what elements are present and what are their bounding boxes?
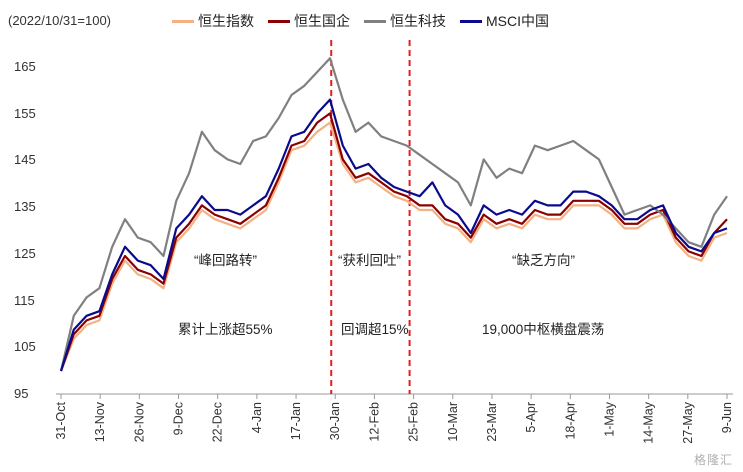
x-tick-label: 12-Feb — [367, 402, 381, 442]
x-tick-label: 10-Mar — [446, 402, 460, 442]
x-tick-label: 25-Feb — [407, 402, 421, 442]
x-tick-label: 14-May — [642, 401, 656, 443]
legend-item-hsi: 恒生指数 — [172, 11, 254, 31]
legend-label-hscei: 恒生国企 — [294, 13, 350, 29]
y-tick-label: 165 — [14, 59, 36, 74]
annotation-phase2-title: “获利回吐” — [338, 253, 401, 268]
divider-lines — [330, 40, 411, 394]
x-tick-label: 17-Jan — [289, 402, 303, 440]
legend-item-hstech: 恒生科技 — [364, 11, 446, 31]
y-tick-label: 115 — [14, 293, 35, 308]
legend: 恒生指数 恒生国企 恒生科技 MSCI中国 — [172, 11, 549, 31]
x-tick-label: 9-Dec — [172, 402, 186, 435]
x-tick-label: 9-Jun — [720, 402, 734, 433]
legend-label-msci: MSCI中国 — [486, 13, 549, 29]
y-tick-label: 135 — [14, 199, 36, 214]
legend-item-hscei: 恒生国企 — [268, 11, 350, 31]
x-tick-label: 1-May — [602, 401, 616, 436]
annotation-phase1-note: 累计上涨超55% — [178, 322, 273, 337]
annotation-phase3-title: “缺乏方向” — [512, 253, 575, 268]
unit-label: (2022/10/31=100) — [8, 13, 112, 28]
y-tick-label: 155 — [14, 106, 36, 121]
x-tick-label: 27-May — [681, 401, 695, 443]
x-tick-label: 4-Jan — [250, 402, 264, 433]
series-line-1 — [59, 112, 728, 372]
series-lines — [59, 57, 728, 372]
x-tick-label: 5-Apr — [524, 402, 538, 433]
y-tick-label: 95 — [14, 386, 29, 401]
x-axis-ticks: 31-Oct 13-Nov 26-Nov 9-Dec 22-Dec 4-Jan 17-Jan… — [54, 394, 734, 444]
legend-swatch-msci — [460, 19, 482, 23]
x-tick-label: 23-Mar — [485, 402, 499, 442]
series-line-3 — [59, 98, 728, 372]
legend-label-hstech: 恒生科技 — [390, 13, 446, 29]
legend-swatch-hsi — [172, 19, 194, 23]
legend-swatch-hstech — [364, 19, 386, 23]
series-line-0 — [59, 121, 728, 372]
x-tick-label: 26-Nov — [132, 401, 146, 442]
x-tick-label: 22-Dec — [211, 402, 225, 442]
annotation-phase2-note: 回调超15% — [341, 322, 409, 337]
legend-item-msci: MSCI中国 — [460, 11, 549, 31]
annotation-phase1-title: “峰回路转” — [194, 253, 257, 268]
legend-swatch-hscei — [268, 19, 290, 23]
x-tick-label: 18-Apr — [563, 402, 577, 440]
series-line-2 — [59, 57, 728, 372]
x-tick-label: 31-Oct — [54, 401, 68, 439]
y-tick-label: 145 — [14, 152, 36, 167]
annotation-phase3-note: 19,000中枢横盘震荡 — [482, 322, 605, 337]
x-tick-label: 13-Nov — [93, 401, 107, 442]
y-tick-label: 105 — [14, 339, 36, 354]
legend-label-hsi: 恒生指数 — [198, 13, 254, 29]
y-tick-label: 125 — [14, 246, 36, 261]
watermark: 格隆汇 — [693, 453, 733, 467]
x-tick-label: 30-Jan — [328, 402, 342, 440]
